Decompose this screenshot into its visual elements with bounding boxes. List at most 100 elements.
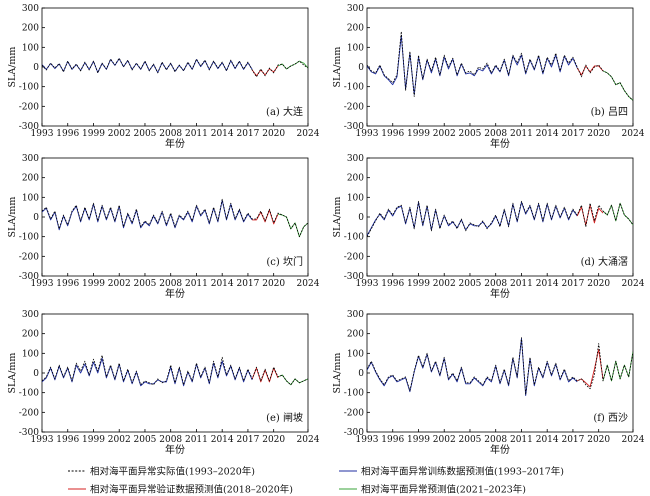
x-tick-label: 1999 — [82, 435, 105, 445]
series-line-2 — [42, 199, 253, 231]
x-tick-label: 1996 — [56, 435, 79, 445]
x-tick-label: 2002 — [433, 279, 456, 289]
x-tick-label: 2008 — [484, 435, 507, 445]
x-axis-label: 年份 — [490, 137, 510, 150]
y-tick-label: 0 — [33, 369, 39, 379]
x-tick-label: 2024 — [297, 129, 320, 139]
panel-label: (b) 吕四 — [591, 106, 628, 118]
legend-label-actual: 相对海平面异常实际值(1993–2020年) — [90, 466, 255, 478]
x-tick-label: 2008 — [484, 279, 507, 289]
x-tick-label: 2002 — [108, 435, 131, 445]
x-tick-label: 2002 — [433, 435, 456, 445]
y-tick-label: 100 — [22, 193, 39, 203]
x-tick-label: 2008 — [159, 129, 182, 139]
y-tick-label: 300 — [22, 154, 39, 164]
panel-label: (f) 西沙 — [593, 412, 628, 424]
series-line-3 — [577, 348, 604, 388]
series-line-2 — [367, 201, 578, 236]
x-tick-label: 2017 — [561, 279, 584, 289]
series-line-1 — [42, 198, 308, 238]
x-tick-label: 2017 — [236, 435, 259, 445]
x-tick-label: 2011 — [510, 129, 533, 139]
x-tick-label: 1996 — [56, 129, 79, 139]
y-tick-label: 200 — [22, 330, 39, 340]
x-tick-label: 2024 — [622, 129, 645, 139]
x-tick-label: 1993 — [31, 129, 54, 139]
y-tick-label: 0 — [33, 63, 39, 73]
legend-label-train: 相对海平面异常训练数据预测值(1993–2017年) — [361, 466, 564, 478]
x-tick-label: 1996 — [381, 435, 404, 445]
x-tick-label: 2014 — [211, 435, 234, 445]
series-line-1 — [367, 200, 633, 237]
series-group — [367, 337, 633, 397]
x-tick-label: 1993 — [356, 435, 379, 445]
x-tick-label: 2011 — [510, 279, 533, 289]
x-tick-label: 2002 — [108, 279, 131, 289]
x-tick-label: 2008 — [159, 279, 182, 289]
y-tick-label: -200 — [19, 408, 39, 418]
x-tick-label: 1999 — [407, 279, 430, 289]
x-tick-label: 2005 — [134, 435, 157, 445]
y-tick-label: -100 — [344, 83, 364, 93]
x-tick-label: 1993 — [31, 435, 54, 445]
series-line-3 — [251, 65, 279, 77]
series-line-2 — [367, 35, 578, 95]
panel-label: (c) 坎门 — [266, 255, 303, 268]
x-tick-label: 1993 — [356, 129, 379, 139]
y-tick-label: 0 — [358, 369, 364, 379]
y-tick-label: -200 — [19, 102, 39, 112]
y-tick-label: -200 — [19, 252, 39, 262]
x-tick-label: 2011 — [510, 435, 533, 445]
x-axis-label: 年份 — [165, 287, 185, 300]
legend-label-validation: 相对海平面异常验证数据预测值(2018–2020年) — [90, 484, 293, 496]
x-tick-label: 2008 — [159, 435, 182, 445]
x-axis-label: 年份 — [490, 443, 510, 456]
y-axis-label: SLA/mm — [7, 353, 18, 394]
x-tick-label: 2020 — [262, 279, 285, 289]
x-axis-label: 年份 — [165, 137, 185, 150]
legend-label-forecast: 相对海平面异常预测值(2021–2023年) — [361, 484, 526, 496]
y-tick-label: -300 — [344, 122, 364, 132]
x-tick-label: 1999 — [407, 435, 430, 445]
series-group — [42, 198, 308, 238]
x-tick-label: 1999 — [407, 129, 430, 139]
x-tick-label: 2011 — [185, 435, 208, 445]
panel-label: (a) 大连 — [266, 105, 303, 118]
x-tick-label: 2017 — [236, 129, 259, 139]
x-tick-label: 2014 — [536, 129, 559, 139]
x-tick-label: 2014 — [536, 435, 559, 445]
x-tick-label: 2020 — [262, 129, 285, 139]
series-line-3 — [252, 209, 279, 225]
x-tick-label: 2017 — [561, 435, 584, 445]
y-tick-label: -200 — [344, 252, 364, 262]
x-axis-label: 年份 — [490, 287, 510, 300]
y-tick-label: -300 — [19, 272, 39, 282]
y-tick-label: -300 — [19, 428, 39, 438]
x-tick-label: 2002 — [108, 129, 131, 139]
series-line-4 — [277, 374, 308, 386]
y-tick-label: 300 — [22, 4, 39, 14]
y-tick-label: 300 — [347, 154, 364, 164]
x-tick-label: 2008 — [484, 129, 507, 139]
x-tick-label: 2024 — [297, 435, 320, 445]
x-tick-label: 2020 — [262, 435, 285, 445]
x-tick-label: 2005 — [459, 435, 482, 445]
series-line-1 — [42, 57, 308, 78]
y-tick-label: -100 — [19, 389, 39, 399]
x-tick-label: 2011 — [185, 129, 208, 139]
y-tick-label: 100 — [22, 349, 39, 359]
series-group — [42, 57, 308, 78]
y-axis-label: SLA/mm — [332, 353, 343, 394]
x-tick-label: 2020 — [587, 279, 610, 289]
y-tick-label: 300 — [347, 4, 364, 14]
x-tick-label: 2005 — [459, 129, 482, 139]
y-tick-label: 0 — [358, 213, 364, 223]
x-tick-label: 2005 — [459, 279, 482, 289]
y-tick-label: 100 — [347, 349, 364, 359]
x-tick-label: 2005 — [134, 129, 157, 139]
